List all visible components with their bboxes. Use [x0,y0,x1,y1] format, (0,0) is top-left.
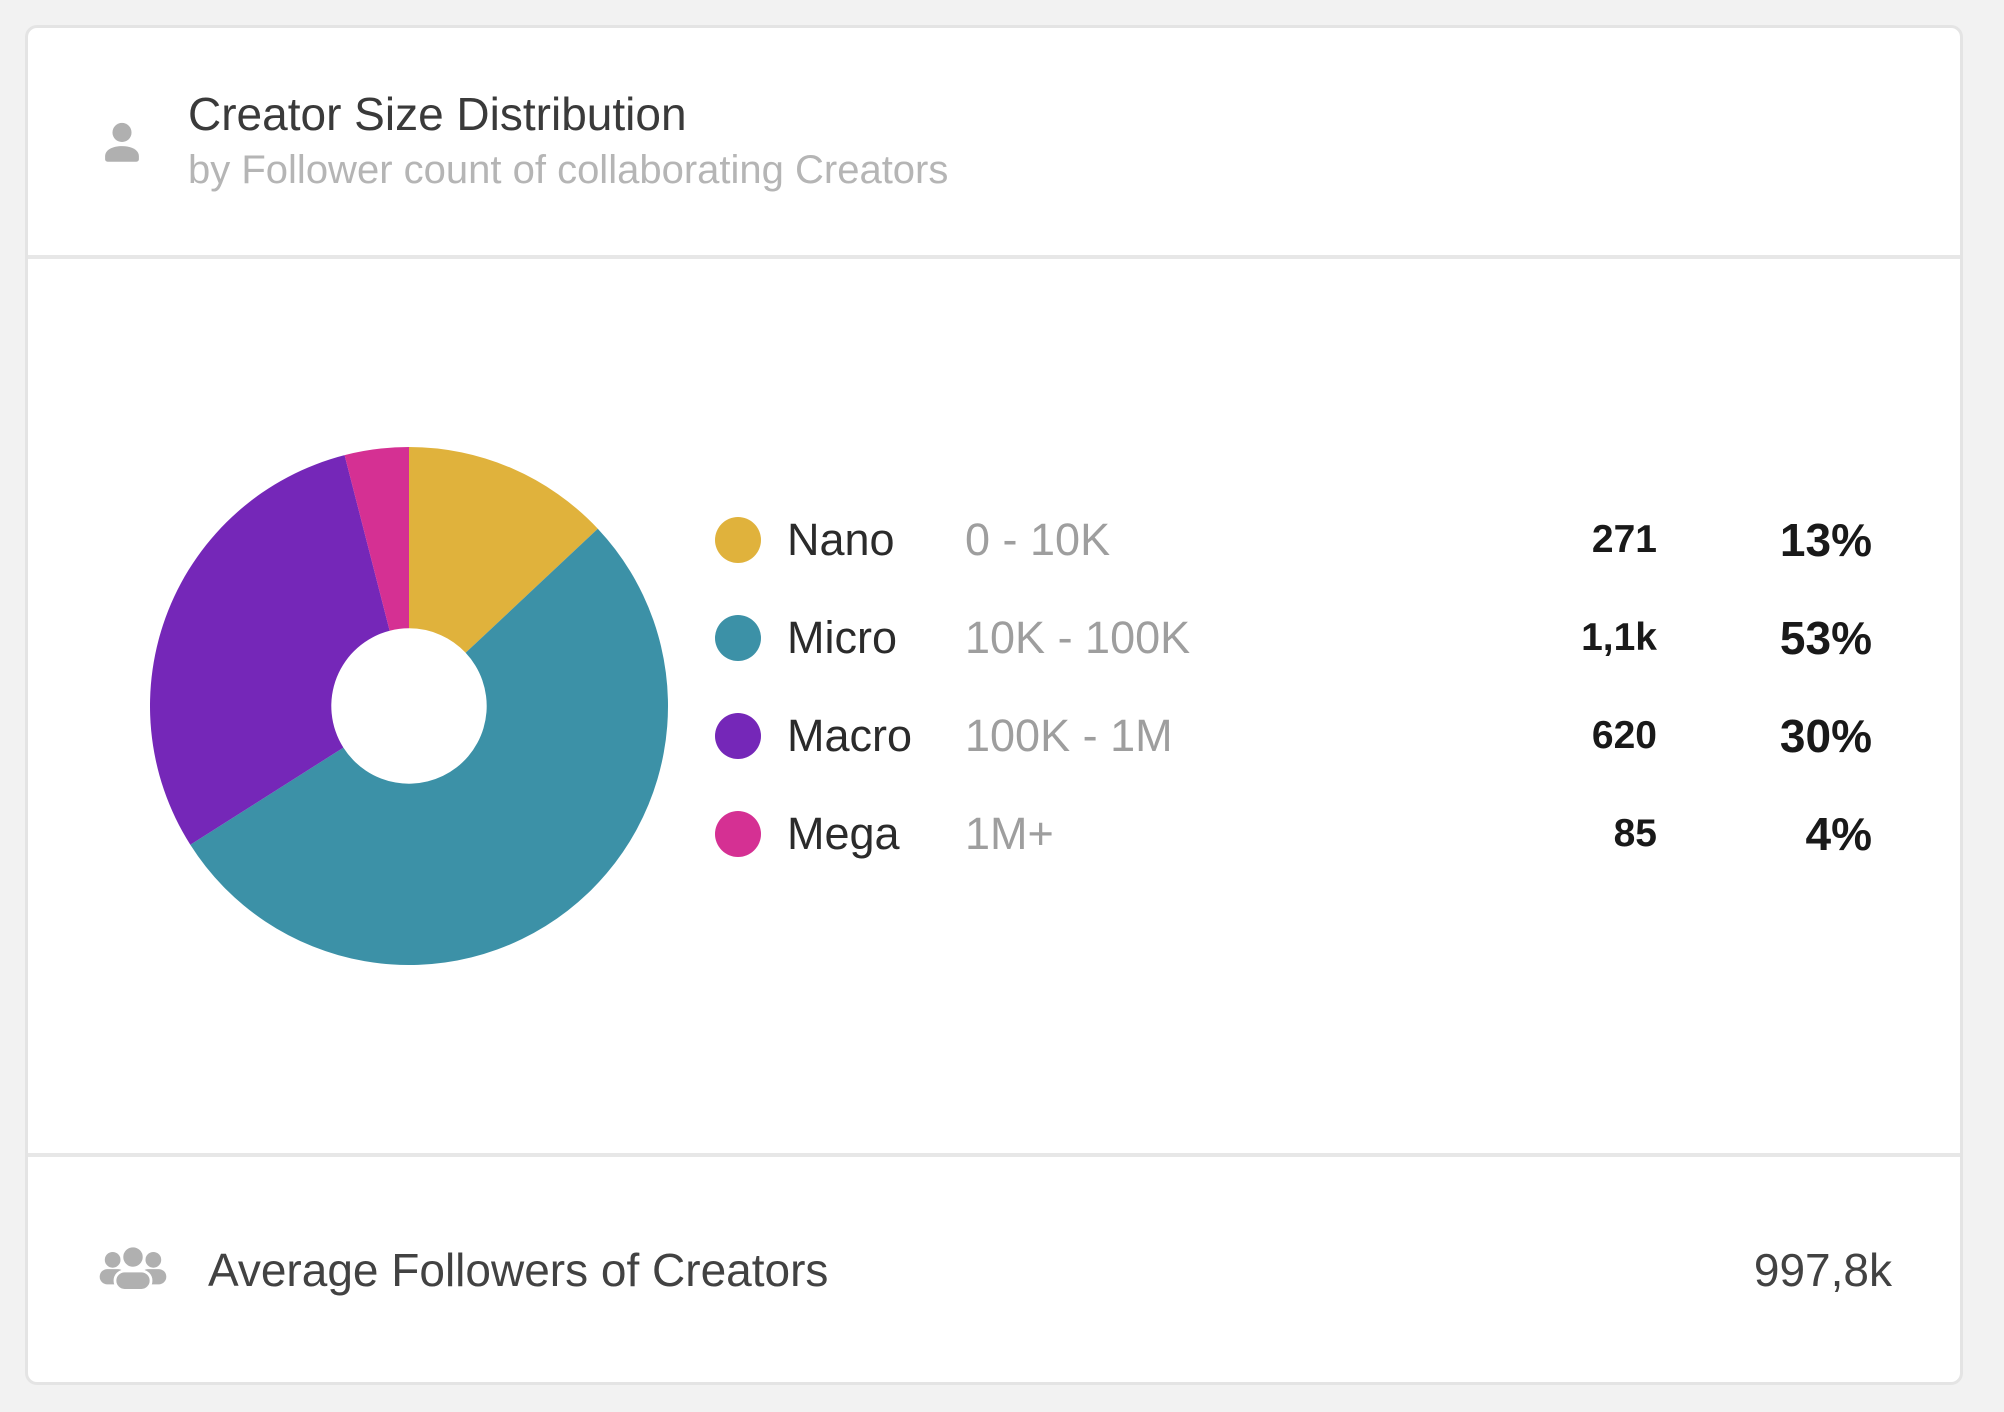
page-subtitle: by Follower count of collaborating Creat… [188,147,949,192]
legend-count: 271 [1591,518,1657,561]
people-group-icon [99,1244,167,1292]
donut-segment-micro[interactable] [190,528,668,965]
legend-color-dot [715,615,761,661]
legend-label: Mega [787,808,900,859]
chart-section: Nano 0 - 10K 271 13% Micro 10K - 100K 1,… [28,259,1960,1153]
legend-range: 10K - 100K [965,612,1191,663]
legend-label: Nano [787,514,895,565]
footer-label: Average Followers of Creators [208,1243,829,1296]
legend-percent: 13% [1779,514,1872,566]
legend-range: 100K - 1M [965,710,1173,761]
donut-segment-mega[interactable] [344,447,409,631]
legend-percent: 53% [1779,612,1872,664]
legend-label: Micro [787,612,897,663]
legend-label: Macro [787,710,913,761]
page-title: Creator Size Distribution [188,88,687,141]
donut-chart [150,447,668,965]
chart-legend: Nano 0 - 10K 271 13% Micro 10K - 100K 1,… [715,509,1872,865]
card-footer: Average Followers of Creators 997,8k [28,1157,1960,1382]
legend-count: 85 [1613,812,1657,855]
footer-value: 997,8k [1753,1243,1892,1296]
legend-percent: 30% [1779,710,1872,762]
donut-segment-nano[interactable] [409,447,598,653]
legend-color-dot [715,713,761,759]
legend-count: 620 [1591,714,1657,757]
header-divider [28,255,1960,259]
donut-segment-macro[interactable] [150,455,390,845]
card-header: Creator Size Distribution by Follower co… [28,28,1960,255]
legend-range: 0 - 10K [965,514,1111,565]
legend-row: Micro 10K - 100K 1,1k 53% [715,607,1872,669]
legend-row: Nano 0 - 10K 271 13% [715,509,1872,571]
footer-divider [28,1153,1960,1157]
legend-percent: 4% [1805,808,1872,860]
legend-range: 1M+ [965,808,1054,859]
header-titles: Creator Size Distribution by Follower co… [188,88,948,195]
person-icon [105,122,139,162]
legend-count: 1,1k [1581,616,1657,659]
legend-color-dot [715,517,761,563]
creator-size-distribution-card: Creator Size Distribution by Follower co… [25,25,1963,1385]
legend-row: Macro 100K - 1M 620 30% [715,705,1872,767]
legend-row: Mega 1M+ 85 4% [715,803,1872,865]
legend-color-dot [715,811,761,857]
